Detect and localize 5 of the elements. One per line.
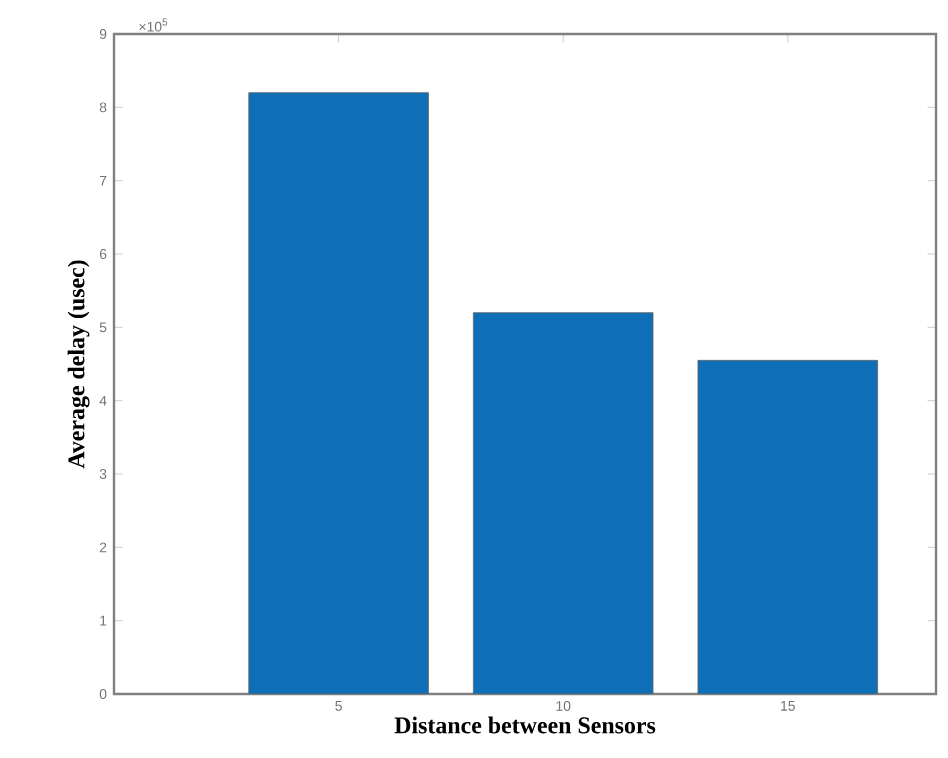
x-axis-title: Distance between Sensors: [394, 716, 656, 734]
bar: [248, 92, 429, 694]
bar: [472, 312, 654, 694]
y-axis-title: Average delay (usec): [67, 260, 90, 469]
bar: [697, 359, 879, 694]
